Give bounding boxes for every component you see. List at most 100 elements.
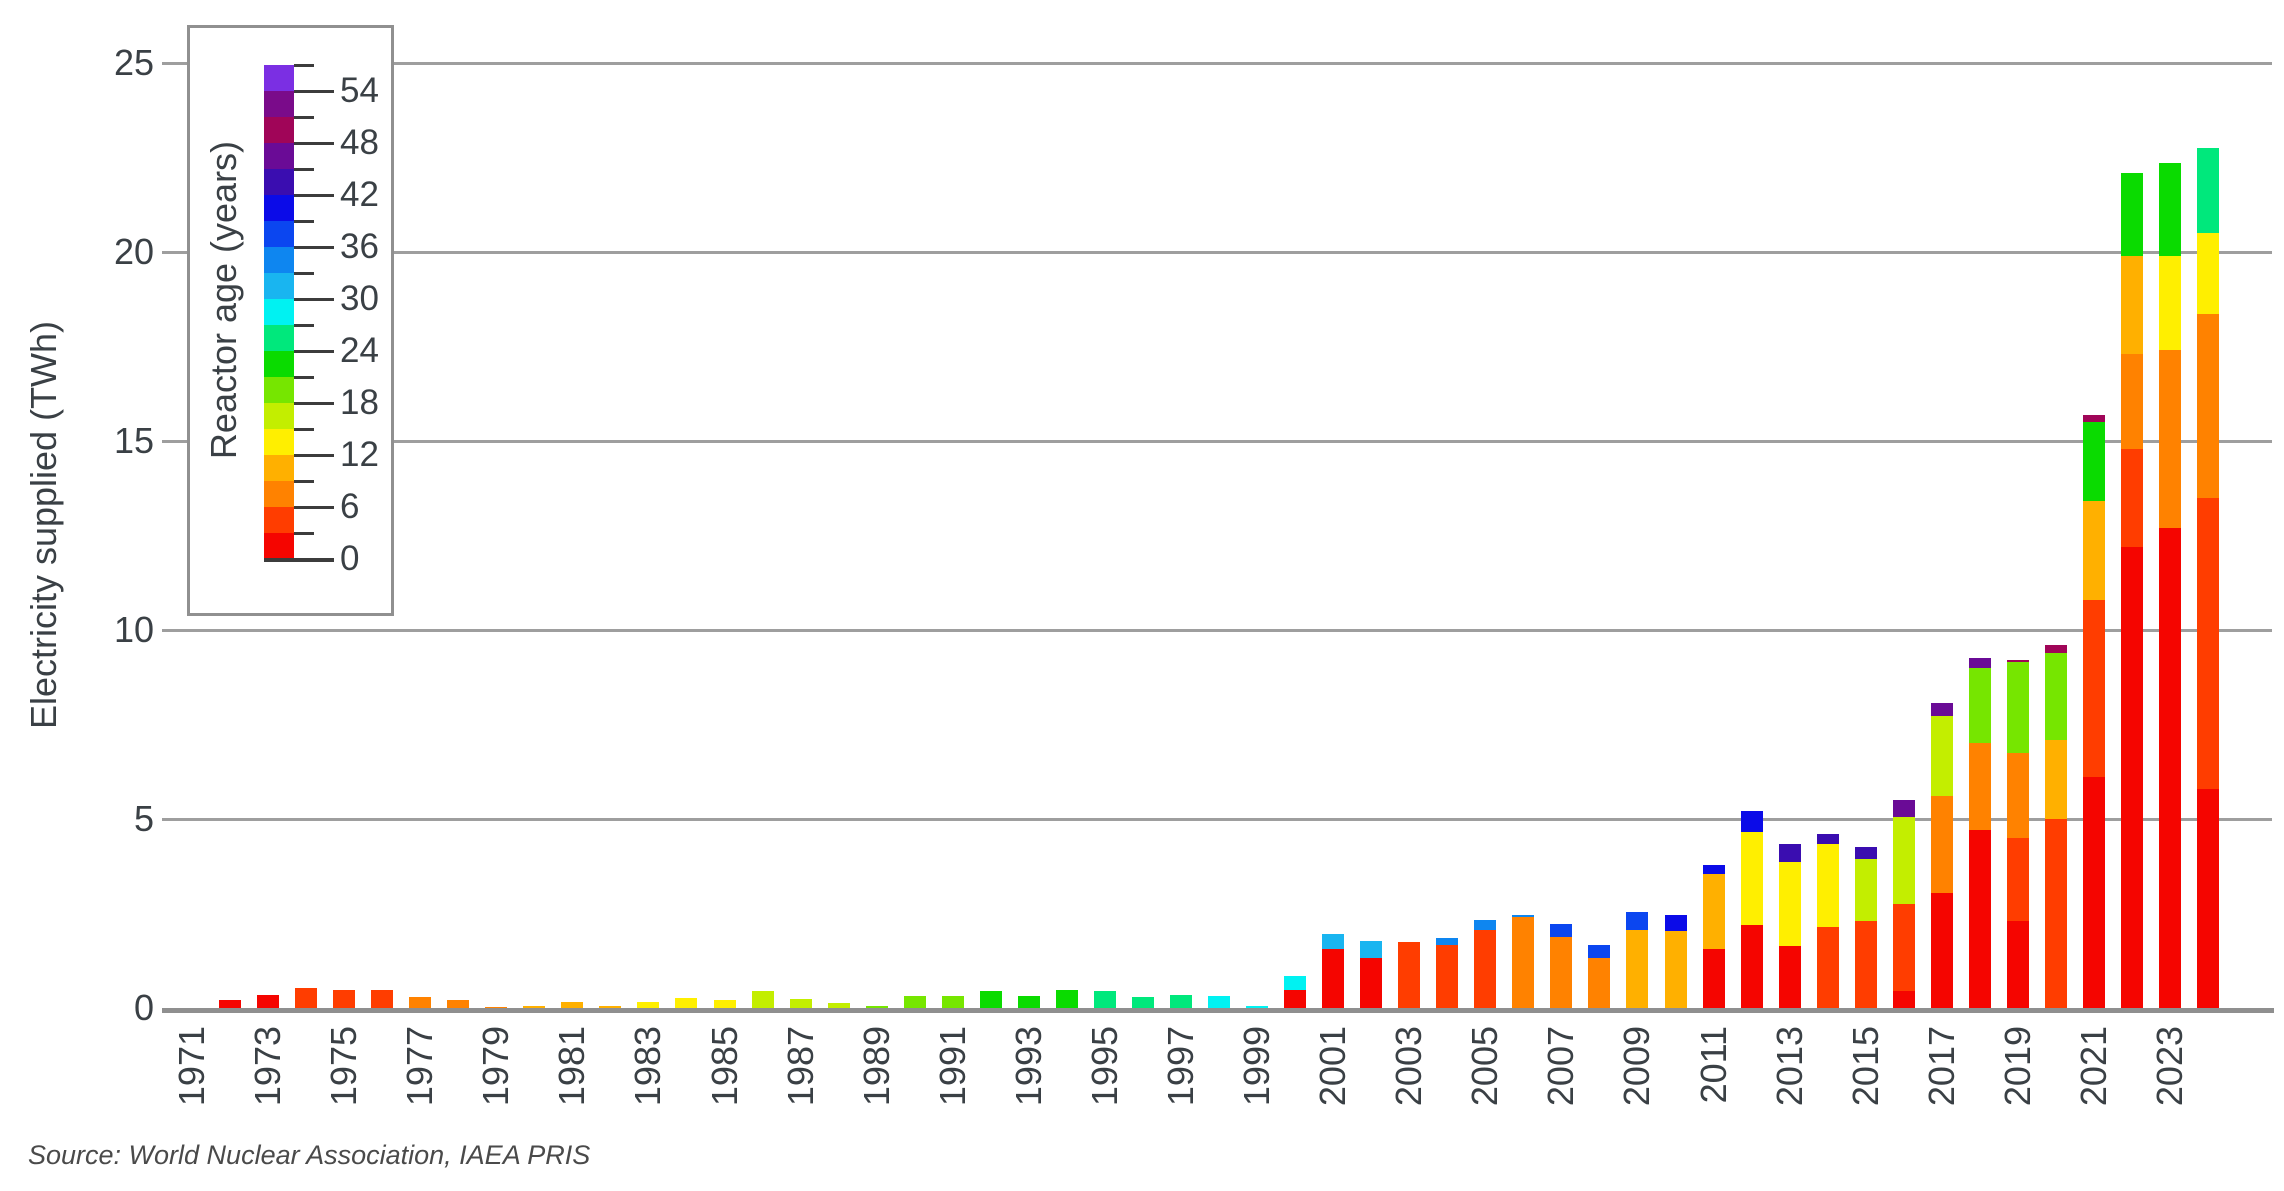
legend-tick-9: [294, 479, 314, 483]
bar-segment-2020-age-18-21: [2044, 652, 2067, 740]
legend-swatch-age-12-15: [264, 429, 294, 455]
bar-segment-1977-age-6-9: [409, 996, 432, 1008]
x-tick-label: 1987: [779, 1026, 821, 1107]
bar-segment-2016-age-15-18: [1892, 817, 1915, 905]
legend-tick-18: [294, 401, 334, 405]
bar-segment-1994-age-21-24: [1055, 989, 1078, 1008]
legend-tick-label-42: 42: [340, 175, 379, 214]
bar-segment-2015-age-15-18: [1854, 858, 1877, 922]
x-tick-label: 1995: [1083, 1026, 1125, 1107]
bar-segment-2015-age-3-6: [1854, 921, 1877, 1008]
bar-segment-1997-age-24-27: [1170, 994, 1192, 1008]
bar-segment-1976-age-3-6: [371, 989, 394, 1008]
y-tick-mark: [162, 61, 190, 65]
bar-segment-2024-age-6-9: [2197, 314, 2220, 498]
bar-segment-1993-age-21-24: [1017, 996, 1040, 1008]
bar-segment-2000-age-27-30: [1284, 975, 1307, 991]
x-tick-label: 2023: [2149, 1026, 2191, 1107]
bar-segment-2016-age-3-6: [1892, 904, 1915, 991]
bar-segment-1972-age-0-3: [219, 1000, 241, 1008]
bar-segment-2022-age-0-3: [2121, 546, 2143, 1008]
bar-segment-2024-age-24-27: [2197, 148, 2220, 234]
bar-segment-2018-age-0-3: [1968, 830, 1991, 1008]
y-tick-label: 20: [113, 231, 154, 272]
gridline-20: [190, 250, 2272, 254]
legend-swatch-age-48-51: [264, 117, 294, 143]
y-axis-title: Electricity supplied (TWh): [23, 320, 64, 730]
y-tick-mark: [162, 439, 190, 443]
bar-segment-2016-age-45-48: [1892, 800, 1915, 818]
bar-segment-2013-age-42-45: [1778, 843, 1801, 863]
bar-segment-2021-age-0-3: [2082, 777, 2105, 1008]
bar-segment-2006-age-33-36: [1512, 915, 1535, 917]
bar-segment-2004-age-3-6: [1436, 945, 1459, 1008]
legend-tick-label-6: 6: [340, 487, 360, 526]
bar-segment-2014-age-3-6: [1816, 926, 1839, 1008]
x-tick-label: 2009: [1616, 1026, 1658, 1107]
bar-segment-2018-age-18-21: [1968, 667, 1991, 744]
gridline-5: [190, 817, 2272, 821]
bar-segment-1983-age-12-15: [637, 1001, 660, 1008]
y-tick-label: 25: [113, 42, 154, 83]
bar-segment-2012-age-0-3: [1740, 924, 1763, 1008]
x-tick-label: 1971: [170, 1026, 212, 1107]
bar-segment-2002-age-30-33: [1360, 941, 1383, 959]
legend-tick-36: [294, 245, 334, 249]
bar-segment-2019-age-18-21: [2006, 662, 2029, 753]
legend-tick-6: [294, 505, 334, 509]
legend-tick-21: [294, 375, 314, 379]
bar-segment-2017-age-6-9: [1930, 795, 1953, 893]
legend-tick-57: [294, 63, 314, 67]
y-tick-label: 15: [113, 420, 154, 461]
bar-segment-2002-age-0-3: [1360, 958, 1383, 1008]
legend-swatch-age-33-36: [264, 247, 294, 273]
bar-segment-2013-age-0-3: [1778, 945, 1801, 1008]
legend-tick-label-0: 0: [340, 539, 360, 578]
bar-segment-1984-age-12-15: [675, 998, 698, 1008]
bar-segment-2024-age-0-3: [2197, 788, 2220, 1008]
bar-segment-2020-age-3-6: [2044, 819, 2067, 1008]
legend-tick-label-36: 36: [340, 227, 379, 266]
legend-tick-42: [294, 193, 334, 197]
legend-title: Reactor age (years): [203, 140, 244, 460]
legend-tick-33: [294, 271, 314, 275]
y-tick-label: 10: [113, 609, 154, 650]
bar-segment-2010-age-39-42: [1664, 914, 1687, 931]
bar-segment-2001-age-0-3: [1322, 949, 1345, 1008]
y-tick-mark: [162, 250, 190, 254]
y-tick-mark: [162, 628, 190, 632]
bar-segment-2021-age-9-12: [2082, 501, 2105, 600]
bar-segment-2004-age-33-36: [1436, 938, 1459, 946]
y-tick-label: 0: [133, 987, 154, 1028]
gridline-25: [190, 61, 2272, 65]
legend-tick-24: [294, 349, 334, 353]
bar-segment-2018-age-45-48: [1968, 657, 1991, 668]
bar-segment-2020-age-9-12: [2044, 739, 2067, 819]
legend-tick-54: [294, 89, 334, 93]
bar-segment-2016-age-0-3: [1892, 990, 1915, 1008]
bar-segment-2022-age-6-9: [2121, 354, 2143, 449]
bar-segment-2009-age-9-12: [1626, 929, 1649, 1008]
legend-swatch-age-39-42: [264, 195, 294, 221]
bar-segment-2017-age-15-18: [1930, 716, 1953, 796]
legend-tick-label-24: 24: [340, 331, 379, 370]
bar-segment-2022-age-21-24: [2121, 172, 2143, 256]
legend-swatch-age-54-57: [264, 65, 294, 91]
bar-segment-2020-age-48-51: [2044, 645, 2067, 653]
legend-swatch-age-27-30: [264, 299, 294, 325]
legend-tick-48: [294, 141, 334, 145]
bar-segment-2007-age-36-39: [1550, 924, 1573, 937]
legend-swatch-age-0-3: [264, 533, 294, 559]
bar-segment-2005-age-33-36: [1474, 919, 1497, 930]
bar-segment-1989-age-18-21: [865, 1006, 888, 1008]
bar-segment-1990-age-18-21: [903, 995, 926, 1008]
bar-segment-2019-age-6-9: [2006, 752, 2029, 838]
bar-segment-2008-age-36-39: [1588, 945, 1611, 958]
x-tick-label: 2013: [1768, 1026, 1810, 1107]
x-tick-label: 2017: [1920, 1026, 1962, 1107]
bar-segment-2021-age-3-6: [2082, 599, 2105, 778]
bar-segment-2010-age-9-12: [1664, 930, 1687, 1008]
bar-segment-1992-age-21-24: [979, 990, 1002, 1008]
legend-tick-51: [294, 115, 314, 119]
bar-segment-2006-age-6-9: [1512, 916, 1535, 1008]
